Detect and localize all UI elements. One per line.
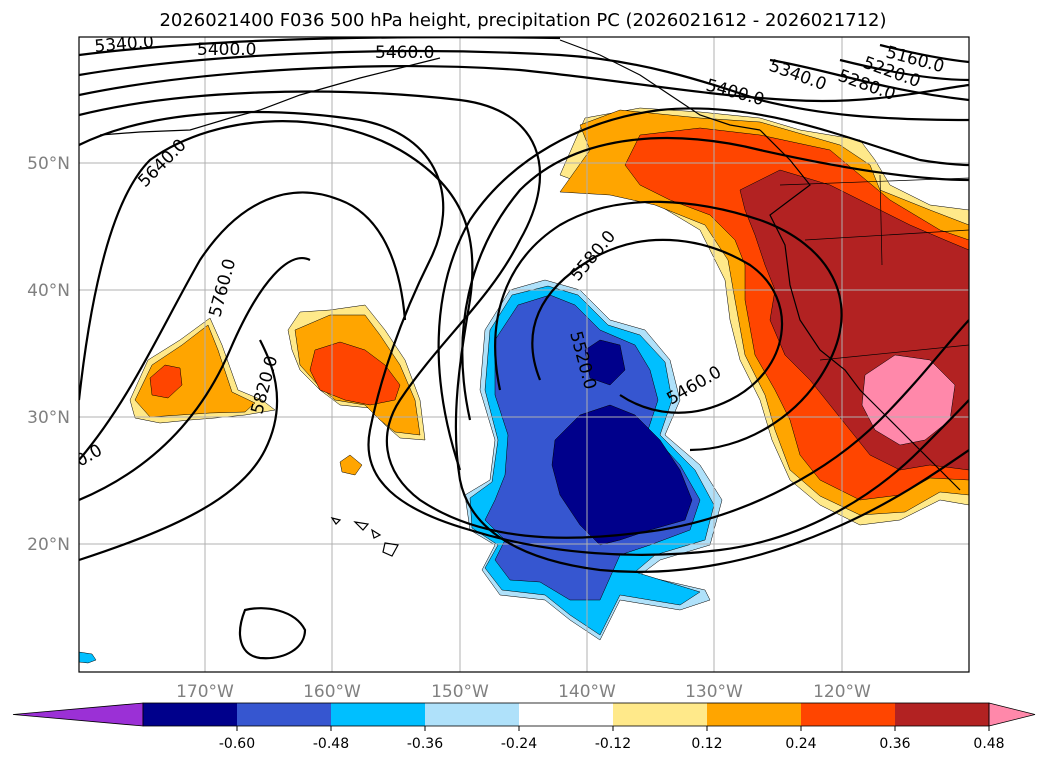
colorbar-tick-label: 0.12 xyxy=(691,736,722,752)
colorbar-outline xyxy=(142,702,990,727)
lon-label: 160°W xyxy=(303,682,361,702)
colorbar-extend-max xyxy=(988,702,1036,727)
colorbar-cell xyxy=(519,703,614,726)
colorbar-tick-label: -0.36 xyxy=(407,736,443,752)
contour-line xyxy=(839,58,969,82)
colorbar-cell xyxy=(237,703,332,726)
colorbar-tick-label: -0.24 xyxy=(501,736,537,752)
contour-line xyxy=(879,43,969,64)
contour-line xyxy=(531,238,783,414)
map-panel: 5340.0 5400.0 5460.0 5640.0 5760.0 5820.… xyxy=(79,32,969,672)
colorbar-tick-label: 0.24 xyxy=(785,736,816,752)
colorbar-cell xyxy=(895,703,990,726)
colorbar-cell xyxy=(425,703,520,726)
lon-label: 150°W xyxy=(431,682,489,702)
lat-labels: 50°N 40°N 30°N 20°N xyxy=(27,154,70,555)
contour-line xyxy=(79,191,407,461)
colorbar-cell xyxy=(143,703,238,726)
colorbar-tick-label: -0.60 xyxy=(219,736,255,752)
precip-region-positive-west-red xyxy=(149,364,183,399)
contour-line xyxy=(238,607,307,660)
height-contours xyxy=(79,37,969,660)
colorbar: -0.60 -0.48 -0.36 -0.24 -0.12 0.12 0.24 0.36 0.4… xyxy=(12,702,1036,752)
contour-line xyxy=(769,58,969,102)
contour-line xyxy=(79,257,311,502)
contour-line xyxy=(79,110,969,556)
contour-line xyxy=(461,136,969,421)
lon-label: 140°W xyxy=(558,682,616,702)
contour-label: 5460.0 xyxy=(375,43,434,63)
lon-label: 120°W xyxy=(813,682,871,702)
lat-label: 50°N xyxy=(27,154,70,174)
lat-label: 40°N xyxy=(27,281,70,301)
lat-label: 30°N xyxy=(27,408,70,428)
coastlines xyxy=(99,39,969,557)
colorbar-cell xyxy=(613,703,708,726)
contour-line xyxy=(79,90,969,539)
contour-line xyxy=(494,200,843,452)
lon-label: 130°W xyxy=(685,682,743,702)
precip-region-negative-corner xyxy=(79,651,97,664)
lon-label: 170°W xyxy=(176,682,234,702)
contour-line xyxy=(437,107,969,471)
precip-region-positive-small-blob xyxy=(339,454,363,476)
contour-label: 5400.0 xyxy=(197,40,256,60)
lat-label: 20°N xyxy=(27,535,70,555)
colorbar-tick-label: 0.36 xyxy=(879,736,910,752)
contour-line xyxy=(79,65,969,103)
colorbar-cell xyxy=(801,703,896,726)
figure-title: 2026021400 F036 500 hPa height, precipit… xyxy=(159,10,886,31)
contour-line xyxy=(79,120,969,573)
colorbar-cell xyxy=(707,703,802,726)
colorbar-cell xyxy=(331,703,426,726)
colorbar-tick-label: -0.12 xyxy=(595,736,631,752)
contour-line xyxy=(79,339,279,562)
precip-region-negative-navy-small xyxy=(584,339,626,386)
colorbar-tick-label: 0.48 xyxy=(973,736,1004,752)
contour-label: 5340.0 xyxy=(94,32,155,57)
contour-line xyxy=(79,49,969,122)
map-frame xyxy=(78,36,970,673)
colorbar-tick-label: -0.48 xyxy=(313,736,349,752)
colorbar-extend-min xyxy=(12,702,144,727)
lon-labels: 170°W 160°W 150°W 140°W 130°W 120°W xyxy=(176,682,871,702)
